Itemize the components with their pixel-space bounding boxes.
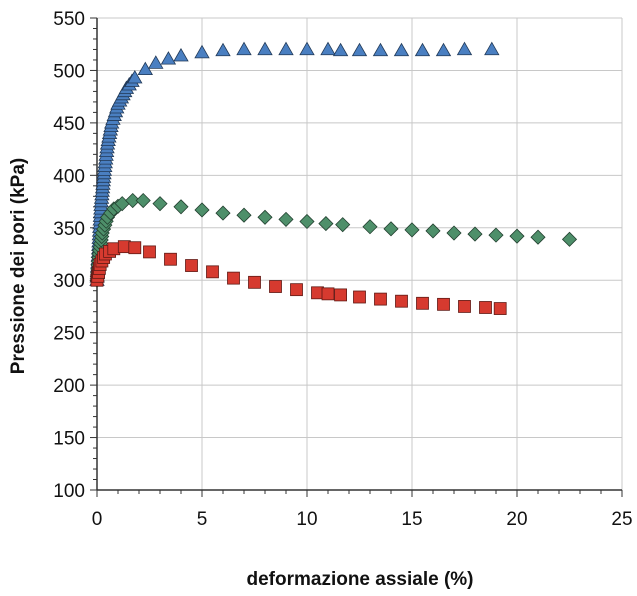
data-point xyxy=(127,69,143,84)
x-tick-label: 10 xyxy=(296,509,317,530)
y-tick-label: 200 xyxy=(53,376,85,397)
y-tick-label: 300 xyxy=(53,271,85,292)
y-tick-label: 450 xyxy=(53,114,85,135)
data-point xyxy=(479,301,492,314)
data-point xyxy=(437,297,450,311)
data-point xyxy=(321,287,335,301)
data-point xyxy=(128,241,142,255)
data-point xyxy=(484,41,500,56)
data-point xyxy=(215,42,231,57)
x-axis-title: deformazione assiale (%) xyxy=(246,569,473,590)
data-point xyxy=(152,196,168,212)
data-point xyxy=(446,225,462,241)
data-point xyxy=(320,41,336,56)
data-point xyxy=(372,42,389,57)
series-square xyxy=(90,240,507,315)
data-point xyxy=(143,245,156,259)
data-point xyxy=(334,288,348,302)
data-point xyxy=(215,205,231,221)
data-point xyxy=(185,259,198,272)
data-point xyxy=(332,42,349,57)
data-point xyxy=(456,41,473,56)
plot-area xyxy=(97,18,622,490)
data-point xyxy=(278,41,294,56)
data-point xyxy=(160,51,177,65)
data-point xyxy=(318,216,334,232)
data-point xyxy=(278,211,294,227)
data-point xyxy=(488,227,504,243)
y-tick-label: 400 xyxy=(53,166,85,187)
data-point xyxy=(467,226,483,242)
data-point xyxy=(404,222,420,238)
data-point xyxy=(257,41,273,56)
data-point xyxy=(351,42,368,57)
x-tick-label: 15 xyxy=(401,509,422,530)
y-axis-title: Pressione dei pori (kPa) xyxy=(8,158,29,374)
data-point xyxy=(374,292,387,306)
data-point xyxy=(290,283,303,297)
data-point xyxy=(164,252,177,266)
data-point xyxy=(173,199,189,215)
data-point xyxy=(335,217,351,233)
data-point xyxy=(530,229,546,245)
y-tick-label: 150 xyxy=(53,429,85,450)
data-point xyxy=(125,192,141,209)
gridlines xyxy=(97,17,623,490)
data-point xyxy=(435,42,452,57)
data-point xyxy=(299,213,315,230)
y-tick-label: 500 xyxy=(53,61,85,82)
data-point xyxy=(414,42,431,57)
data-point xyxy=(236,41,252,56)
data-point xyxy=(416,296,429,310)
data-point xyxy=(269,280,282,293)
x-tick-label: 25 xyxy=(611,509,632,530)
data-point xyxy=(206,265,219,279)
data-point xyxy=(194,44,210,59)
data-point xyxy=(458,300,471,313)
data-point xyxy=(362,219,378,235)
data-point xyxy=(383,221,399,237)
y-tick-label: 250 xyxy=(53,324,85,345)
data-point xyxy=(561,231,578,247)
data-point xyxy=(395,294,408,308)
data-point xyxy=(425,223,441,239)
data-point xyxy=(257,209,273,225)
x-tick-label: 0 xyxy=(92,509,103,530)
data-point xyxy=(148,55,164,69)
data-point xyxy=(135,192,151,209)
data-series xyxy=(89,41,578,315)
y-tick-label: 550 xyxy=(53,9,85,30)
data-point xyxy=(509,228,525,244)
x-tick-label: 5 xyxy=(197,509,208,530)
data-point xyxy=(393,42,410,57)
y-tick-label: 100 xyxy=(53,481,85,502)
y-tick-label: 350 xyxy=(53,219,85,240)
tick-labels: 100 150 200 250 300 350 400 450 500 550 0 5 10 15 20 25 xyxy=(53,9,632,530)
data-point xyxy=(173,47,189,62)
x-tick-label: 20 xyxy=(506,509,527,530)
data-point xyxy=(194,202,210,218)
data-point xyxy=(299,41,315,56)
data-point xyxy=(227,271,240,285)
data-point xyxy=(493,302,507,315)
data-point xyxy=(353,290,366,304)
data-point xyxy=(248,275,261,289)
data-point xyxy=(236,207,252,223)
